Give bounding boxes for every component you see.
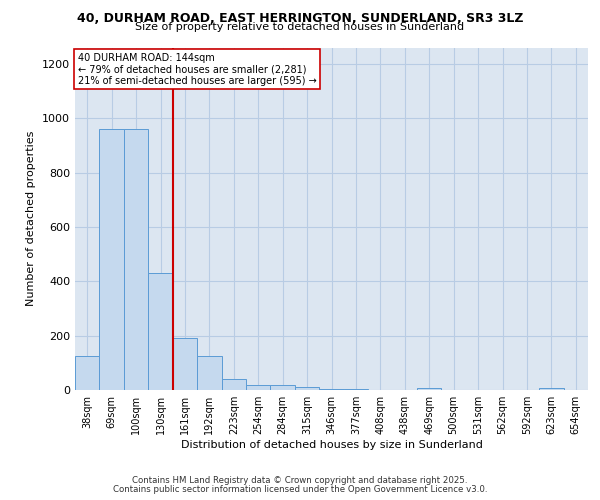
Text: Size of property relative to detached houses in Sunderland: Size of property relative to detached ho…: [136, 22, 464, 32]
Bar: [197, 356, 221, 390]
Y-axis label: Number of detached properties: Number of detached properties: [26, 131, 37, 306]
Bar: [319, 388, 344, 390]
Bar: [173, 338, 197, 390]
Text: Contains public sector information licensed under the Open Government Licence v3: Contains public sector information licen…: [113, 484, 487, 494]
X-axis label: Distribution of detached houses by size in Sunderland: Distribution of detached houses by size …: [181, 440, 482, 450]
Bar: [148, 273, 173, 390]
Bar: [271, 384, 295, 390]
Text: 40, DURHAM ROAD, EAST HERRINGTON, SUNDERLAND, SR3 3LZ: 40, DURHAM ROAD, EAST HERRINGTON, SUNDER…: [77, 12, 523, 26]
Bar: [539, 388, 563, 390]
Text: Contains HM Land Registry data © Crown copyright and database right 2025.: Contains HM Land Registry data © Crown c…: [132, 476, 468, 485]
Bar: [417, 388, 442, 390]
Bar: [344, 388, 368, 390]
Bar: [221, 378, 246, 390]
Bar: [75, 356, 100, 390]
Text: 40 DURHAM ROAD: 144sqm
← 79% of detached houses are smaller (2,281)
21% of semi-: 40 DURHAM ROAD: 144sqm ← 79% of detached…: [77, 52, 316, 86]
Bar: [124, 129, 148, 390]
Bar: [295, 388, 319, 390]
Bar: [246, 384, 271, 390]
Bar: [100, 129, 124, 390]
